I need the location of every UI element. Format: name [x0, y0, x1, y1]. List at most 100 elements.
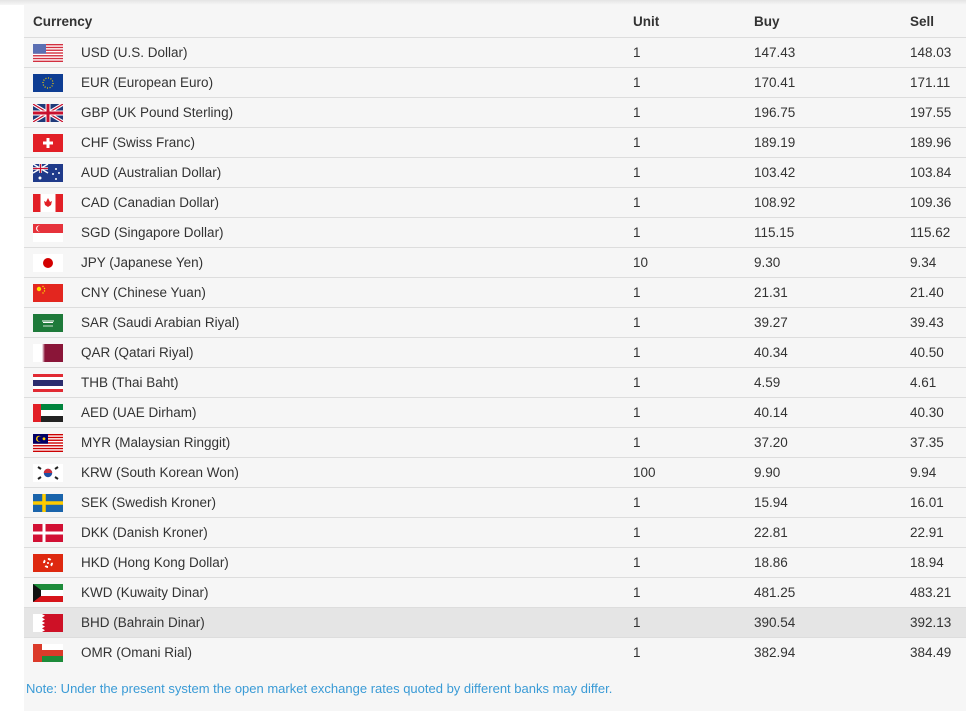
buy-rate: 18.86 [754, 547, 910, 578]
buy-rate: 196.75 [754, 97, 910, 128]
flag-hk-icon [33, 553, 63, 572]
currency-name: OMR (Omani Rial) [81, 645, 193, 660]
sell-rate: 16.01 [910, 487, 966, 518]
buy-rate: 170.41 [754, 67, 910, 98]
unit-value: 1 [633, 487, 754, 518]
flag-cell [33, 638, 81, 668]
buy-rate: 15.94 [754, 487, 910, 518]
buy-rate: 481.25 [754, 577, 910, 608]
flag-my-icon [33, 433, 63, 452]
currency-name: JPY (Japanese Yen) [81, 247, 633, 278]
sell-rate: 18.94 [910, 547, 966, 578]
buy-rate: 37.20 [754, 427, 910, 458]
table-row: KRW (South Korean Won) 100 9.90 9.94 [24, 457, 966, 488]
currency-name: SEK (Swedish Kroner) [81, 487, 633, 518]
unit-value: 1 [633, 337, 754, 368]
flag-sg-icon [33, 223, 63, 242]
buy-rate: 22.81 [754, 517, 910, 548]
buy-rate: 4.59 [754, 367, 910, 398]
flag-cell [33, 427, 81, 458]
table-row: OMR (Omani Rial) 1 382.94 384.49 [24, 638, 966, 668]
unit-value: 1 [633, 37, 754, 68]
unit-value: 1 [633, 157, 754, 188]
unit-value: 1 [633, 97, 754, 128]
flag-cell [33, 547, 81, 578]
flag-cell [33, 577, 81, 608]
unit-value: 1 [633, 645, 641, 660]
buy-rate: 21.31 [754, 277, 910, 308]
sell-rate: 37.35 [910, 427, 966, 458]
sell-rate: 392.13 [910, 607, 966, 638]
flag-bh-icon [33, 613, 63, 632]
flag-cell [33, 37, 81, 68]
flag-cell [33, 97, 81, 128]
sell-rate: 21.40 [910, 277, 966, 308]
unit-value: 1 [633, 607, 754, 638]
flag-cell [33, 517, 81, 548]
sell-rate: 22.91 [910, 517, 966, 548]
flag-cell [33, 607, 81, 638]
flag-cell [33, 217, 81, 248]
table-row: GBP (UK Pound Sterling) 1 196.75 197.55 [24, 97, 966, 128]
flag-kw-icon [33, 583, 63, 602]
flag-cell [33, 67, 81, 98]
unit-value: 1 [633, 187, 754, 218]
sell-rate: 189.96 [910, 127, 966, 158]
table-row: AUD (Australian Dollar) 1 103.42 103.84 [24, 157, 966, 188]
flag-cell [33, 157, 81, 188]
unit-value: 1 [633, 517, 754, 548]
table-row: USD (U.S. Dollar) 1 147.43 148.03 [24, 37, 966, 68]
table-row: EUR (European Euro) 1 170.41 171.11 [24, 67, 966, 98]
table-row: HKD (Hong Kong Dollar) 1 18.86 18.94 [24, 547, 966, 578]
sell-rate: 115.62 [910, 217, 966, 248]
table-row: QAR (Qatari Riyal) 1 40.34 40.50 [24, 337, 966, 368]
flag-cell [33, 457, 81, 488]
buy-rate: 40.14 [754, 397, 910, 428]
table-row: SAR (Saudi Arabian Riyal) 1 39.27 39.43 [24, 307, 966, 338]
table-row: CHF (Swiss Franc) 1 189.19 189.96 [24, 127, 966, 158]
sell-rate: 197.55 [910, 97, 966, 128]
currency-name: SGD (Singapore Dollar) [81, 217, 633, 248]
top-shadow [0, 0, 966, 5]
flag-ae-icon [33, 403, 63, 422]
currency-name: BHD (Bahrain Dinar) [81, 607, 633, 638]
flag-cell [33, 397, 81, 428]
flag-gb-icon [33, 103, 63, 122]
currency-name: DKK (Danish Kroner) [81, 517, 633, 548]
buy-rate: 9.30 [754, 247, 910, 278]
sell-rate: 9.94 [910, 457, 966, 488]
table-row: AED (UAE Dirham) 1 40.14 40.30 [24, 397, 966, 428]
flag-kr-icon [33, 463, 63, 482]
currency-name: SAR (Saudi Arabian Riyal) [81, 307, 633, 338]
flag-dk-icon [33, 523, 63, 542]
table-row: CAD (Canadian Dollar) 1 108.92 109.36 [24, 187, 966, 218]
flag-cn-icon [33, 283, 63, 302]
sell-rate: 9.34 [910, 247, 966, 278]
sell-rate: 40.30 [910, 397, 966, 428]
flag-om-icon [33, 643, 63, 662]
buy-rate: 103.42 [754, 157, 910, 188]
unit-value: 1 [633, 127, 754, 158]
currency-name: CNY (Chinese Yuan) [81, 277, 633, 308]
buy-rate: 9.90 [754, 457, 910, 488]
buy-rate: 382.94 [754, 645, 796, 660]
unit-value: 1 [633, 367, 754, 398]
exchange-rates-table: Currency Unit Buy Sell USD (U.S. Dollar)… [24, 6, 966, 667]
unit-value: 1 [633, 547, 754, 578]
flag-se-icon [33, 493, 63, 512]
flag-cell [33, 337, 81, 368]
flag-cell [33, 277, 81, 308]
flag-jp-icon [33, 253, 63, 272]
table-row: MYR (Malaysian Ringgit) 1 37.20 37.35 [24, 427, 966, 458]
unit-value: 1 [633, 67, 754, 98]
sell-rate: 384.49 [910, 645, 952, 660]
sell-rate: 4.61 [910, 367, 966, 398]
buy-rate: 390.54 [754, 607, 910, 638]
header-currency: Currency [33, 6, 633, 38]
header-buy: Buy [754, 6, 910, 38]
sell-rate: 39.43 [910, 307, 966, 338]
flag-cell [33, 307, 81, 338]
currency-name: CHF (Swiss Franc) [81, 127, 633, 158]
flag-th-icon [33, 373, 63, 392]
currency-name: QAR (Qatari Riyal) [81, 337, 633, 368]
